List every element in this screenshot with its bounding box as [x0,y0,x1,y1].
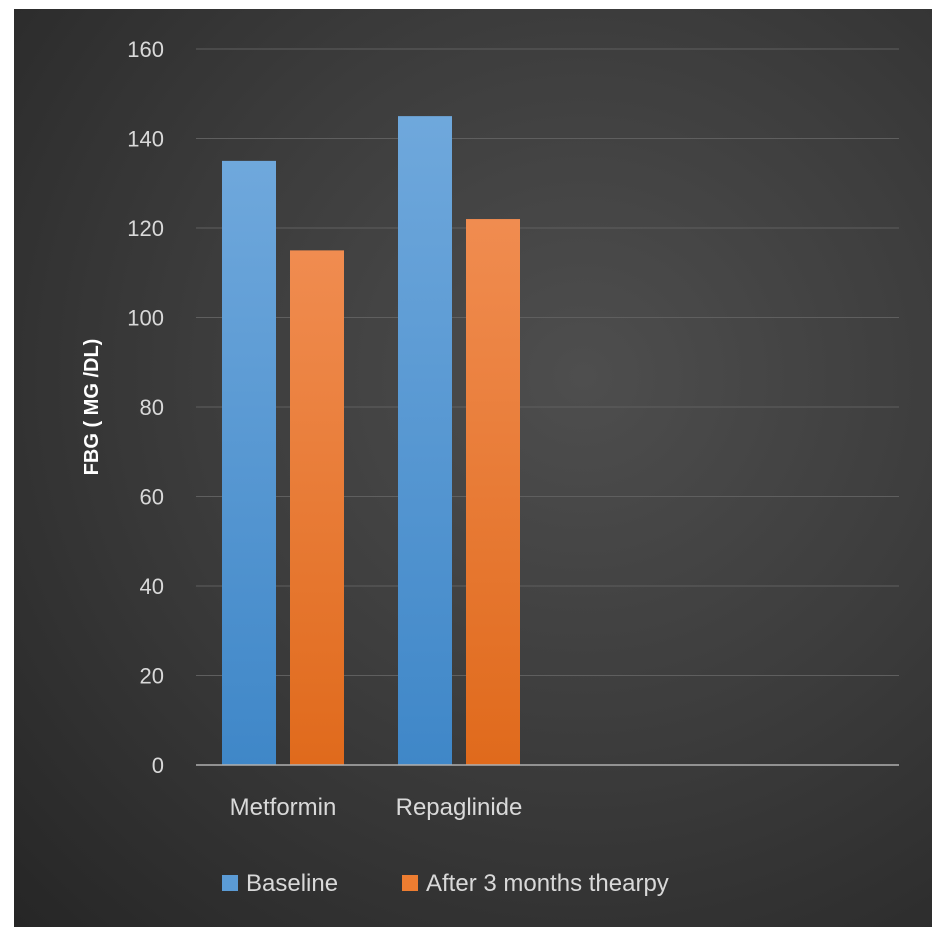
category-label: Repaglinide [396,794,523,821]
y-tick-label: 160 [127,37,164,62]
category-labels: Metformin Repaglinide [230,794,523,821]
legend: Baseline After 3 months thearpy [222,870,669,897]
bar-metformin-baseline [222,160,276,765]
bars [222,116,520,766]
bar-metformin-after-therapy [290,250,344,765]
y-tick-label: 0 [152,753,164,778]
chart-frame: 0 20 40 60 80 100 120 140 160 Metformin Repaglini… [14,9,932,927]
legend-label-after-therapy: After 3 months thearpy [426,870,669,897]
y-tick-label: 120 [127,216,164,241]
legend-swatch-after-therapy [402,875,418,891]
y-tick-labels: 0 20 40 60 80 100 120 140 160 [127,37,164,778]
y-tick-label: 100 [127,306,164,331]
category-label: Metformin [230,794,337,821]
y-tick-label: 20 [140,664,164,689]
legend-swatch-baseline [222,875,238,891]
y-tick-label: 40 [140,574,164,599]
y-tick-label: 60 [140,485,164,510]
legend-label-baseline: Baseline [246,870,338,897]
bar-chart: 0 20 40 60 80 100 120 140 160 Metformin Repaglini… [81,37,899,897]
y-tick-label: 140 [127,127,164,152]
bar-repaglinide-after-therapy [466,219,520,766]
bar-repaglinide-baseline [398,116,452,765]
y-axis-title: FBG ( MG /DL) [81,339,103,476]
y-tick-label: 80 [140,395,164,420]
